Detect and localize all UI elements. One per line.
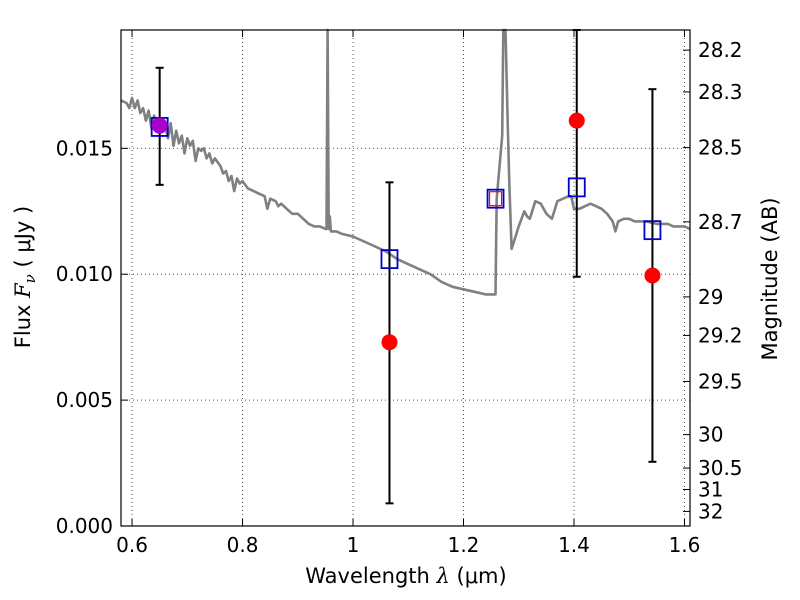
plot-frame [120, 29, 691, 527]
right-axis-label: Magnitude (AB) [758, 197, 782, 360]
model-photometry-square [486, 188, 505, 209]
x-axis-label-symbol: λ [436, 564, 450, 588]
y-axis-label-symbol: F [11, 282, 35, 299]
mag-tick-label: 28.2 [698, 38, 743, 62]
y-axis-label-unit: ( μJy ) [11, 206, 35, 274]
grid-lines [121, 30, 690, 527]
mag-tick-label: 28.3 [698, 80, 743, 104]
x-axis-label-prefix: Wavelength [305, 564, 436, 588]
model-photometry-square [567, 177, 586, 198]
model-photometry-square [380, 249, 399, 270]
observed-flux-point [568, 112, 585, 129]
mag-tick-label: 29.5 [698, 369, 743, 393]
model-spectrum-line [120, 28, 691, 296]
x-tick-label: 1 [347, 533, 360, 557]
observed-flux-marker-small [488, 191, 503, 207]
mag-tick-label: 29.2 [698, 323, 743, 347]
mag-tick-label: 29 [698, 285, 723, 309]
observed-flux-point [644, 267, 661, 284]
y-tick-label: 0.015 [56, 136, 113, 160]
x-axis-label: Wavelength λ (μm) [305, 564, 506, 588]
y-tick-label: 0.000 [56, 514, 113, 538]
x-tick-label: 0.8 [227, 533, 259, 557]
error-bars-layer [155, 29, 657, 505]
mag-tick-label: 28.5 [698, 136, 743, 160]
mag-tick-label: 30.5 [698, 456, 743, 480]
x-tick-label: 0.6 [116, 533, 148, 557]
x-axis-label-unit: (μm) [450, 564, 507, 588]
observed-flux-point [151, 117, 168, 134]
data-points-layer [150, 112, 662, 351]
mag-tick-label: 31 [698, 477, 723, 501]
model-spectrum-layer [120, 28, 691, 296]
y-tick-label: 0.010 [56, 262, 113, 286]
x-tick-label: 1.2 [448, 533, 480, 557]
mag-tick-label: 28.7 [698, 210, 743, 234]
mag-tick-label: 32 [698, 499, 723, 523]
model-photometry-square [643, 220, 662, 241]
y-axis-label: Flux Fν ( μJy ) [11, 206, 39, 348]
y-tick-label: 0.005 [56, 388, 113, 412]
axis-ticks-layer: 0.6 0.8 1 1.2 1.4 1.6 0.000 0.005 0.010 0.015 28.2… [56, 30, 743, 557]
x-tick-label: 1.6 [669, 533, 701, 557]
mag-tick-label: 30 [698, 423, 723, 447]
observed-flux-point [381, 334, 398, 351]
x-tick-label: 1.4 [558, 533, 590, 557]
y-axis-label-prefix: Flux [11, 298, 35, 348]
y-axis-label-subscript: ν [21, 274, 39, 283]
